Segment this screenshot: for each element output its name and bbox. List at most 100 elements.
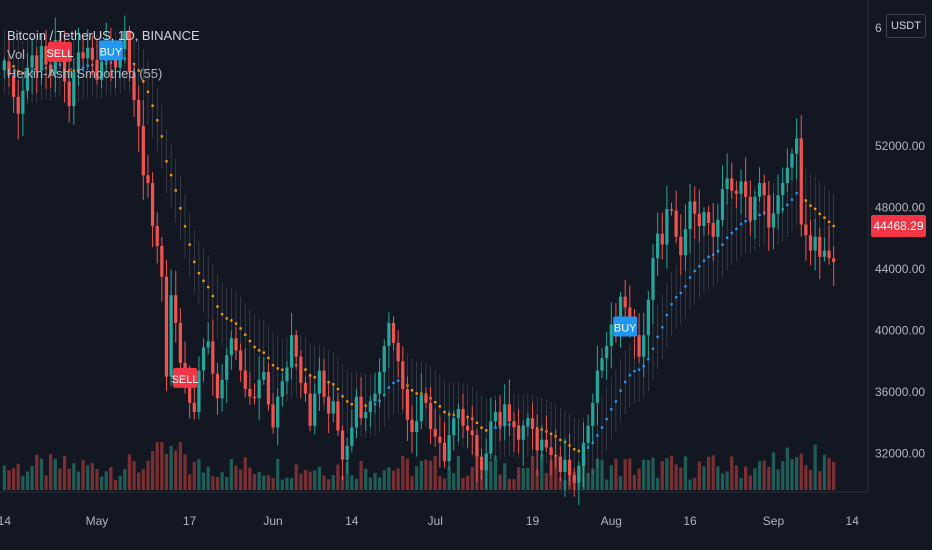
price-axis[interactable]: 52000.00 48000.00 44000.00 40000.00 36000.00… bbox=[875, 21, 925, 461]
y-tick-label: 44000.00 bbox=[875, 262, 925, 276]
ha-smoothed-point bbox=[415, 392, 418, 395]
candle-body bbox=[790, 153, 794, 168]
ha-smoothed-point bbox=[12, 65, 15, 68]
candle-body bbox=[794, 138, 799, 154]
volume-bar bbox=[586, 472, 590, 490]
candle-body bbox=[753, 196, 757, 220]
candle-body bbox=[799, 138, 803, 225]
candle-body bbox=[827, 250, 831, 259]
ha-smoothed-point bbox=[434, 400, 437, 404]
volume-bar bbox=[49, 454, 53, 490]
candle-body bbox=[581, 442, 586, 466]
volume-bar bbox=[832, 461, 836, 490]
volume-bar bbox=[16, 463, 20, 490]
candle-body bbox=[637, 335, 641, 357]
ha-smoothed-point bbox=[744, 219, 747, 223]
volume-bar bbox=[95, 469, 99, 490]
buy-signal-label: BUY bbox=[614, 323, 637, 335]
ha-smoothed-point bbox=[276, 367, 279, 370]
ha-indicator-label[interactable]: Heikin-Ashi Smoothed (55) bbox=[7, 66, 163, 81]
candle-body bbox=[757, 182, 762, 197]
ha-smoothed-point bbox=[702, 259, 706, 262]
ha-smoothed-point bbox=[614, 400, 618, 403]
ha-smoothed-point bbox=[81, 66, 85, 69]
x-tick-label: 14 bbox=[0, 514, 11, 528]
ha-smoothed-point bbox=[169, 173, 173, 177]
volume-bar bbox=[391, 470, 396, 490]
sell-signal-box bbox=[173, 367, 198, 388]
ha-smoothed-point bbox=[211, 294, 215, 298]
ha-smoothed-point bbox=[623, 380, 627, 384]
ha-smoothed-point bbox=[721, 243, 724, 246]
candle-body bbox=[137, 99, 141, 127]
candle-body bbox=[188, 382, 192, 403]
candle-body bbox=[447, 435, 451, 462]
candle-body bbox=[405, 388, 410, 420]
ha-smoothed-point bbox=[410, 389, 414, 392]
ha-smoothed-point bbox=[183, 225, 187, 228]
volume-indicator-label[interactable]: Vol bbox=[7, 47, 26, 62]
x-tick-label: Jun bbox=[263, 514, 282, 528]
candle-body bbox=[688, 201, 692, 230]
volume-bar bbox=[280, 479, 284, 490]
volume-bar bbox=[248, 467, 252, 490]
time-axis[interactable]: 14 May 17 Jun 14 Jul 19 Aug 16 Sep 14 bbox=[0, 514, 859, 528]
volume-bar bbox=[359, 460, 363, 490]
volume-bar bbox=[697, 461, 701, 490]
candle-body bbox=[391, 322, 396, 343]
volume-bar bbox=[739, 477, 743, 490]
symbol-title[interactable]: Bitcoin / TetherUS, 1D, BINANCE bbox=[7, 28, 200, 43]
ha-smoothed-point bbox=[174, 189, 177, 192]
volume-bar bbox=[433, 455, 437, 490]
volume-bar bbox=[243, 457, 247, 490]
candle-body bbox=[215, 373, 220, 399]
volume-bar bbox=[813, 444, 817, 490]
candle-body bbox=[76, 52, 81, 73]
candle-body bbox=[169, 295, 173, 377]
volume-bar bbox=[76, 471, 81, 490]
ha-smoothed-point bbox=[823, 216, 826, 219]
ha-smoothed-point bbox=[21, 72, 25, 75]
candle-body bbox=[776, 195, 780, 214]
volume-bar bbox=[299, 473, 303, 490]
ha-smoothed-point bbox=[443, 410, 446, 414]
volume-bar bbox=[197, 459, 201, 490]
volume-bar bbox=[141, 469, 145, 490]
volume-bar bbox=[489, 461, 493, 490]
ha-smoothed-point bbox=[332, 383, 335, 386]
candle-body bbox=[164, 276, 169, 377]
volume-bar bbox=[178, 442, 183, 490]
volume-bar bbox=[327, 479, 331, 490]
candle-body bbox=[415, 421, 419, 433]
volume-bar bbox=[225, 476, 229, 490]
volume-bar bbox=[30, 465, 34, 490]
volume-bar bbox=[512, 479, 516, 490]
ha-smoothed-point bbox=[628, 374, 632, 377]
candle-body bbox=[646, 299, 650, 336]
candle-body bbox=[225, 355, 229, 380]
volume-bar bbox=[86, 465, 90, 490]
volume-bar bbox=[447, 467, 451, 490]
candle-body bbox=[396, 342, 400, 362]
ha-smoothed-point bbox=[225, 317, 228, 320]
ha-smoothed-point bbox=[206, 285, 210, 289]
candle-body bbox=[178, 322, 183, 363]
ha-smoothed-point bbox=[160, 135, 164, 138]
volume-bar bbox=[730, 456, 734, 490]
volume-bar bbox=[767, 466, 771, 490]
currency-unit-button[interactable]: USDT bbox=[886, 14, 926, 38]
candle-body bbox=[7, 61, 11, 76]
candle-body bbox=[623, 296, 627, 308]
volume-bar bbox=[609, 465, 613, 490]
volume-bar bbox=[706, 456, 711, 490]
candle-body bbox=[410, 419, 414, 433]
candle-body bbox=[387, 322, 391, 346]
candle-body bbox=[220, 379, 224, 399]
volume-bar bbox=[160, 442, 164, 490]
ha-smoothed-point bbox=[234, 322, 238, 325]
candle-body bbox=[313, 393, 317, 426]
volume-bar bbox=[479, 471, 484, 490]
x-tick-label: 19 bbox=[526, 514, 540, 528]
candle-body bbox=[280, 381, 284, 397]
